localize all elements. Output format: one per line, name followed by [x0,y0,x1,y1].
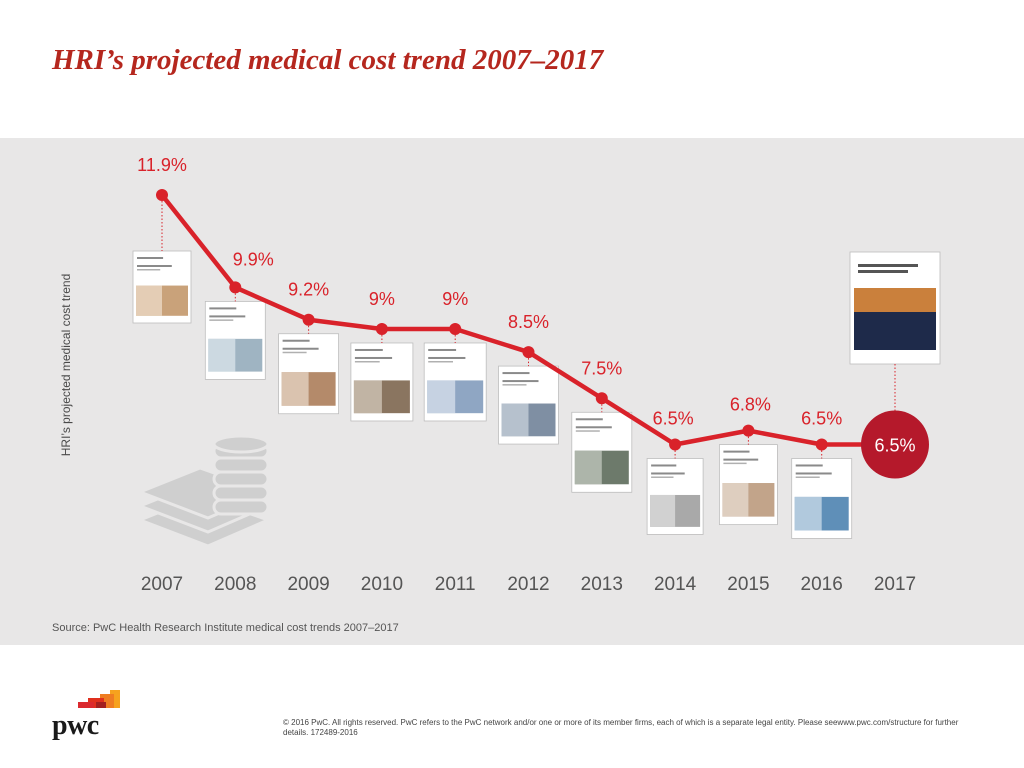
x-tick-label: 2016 [801,574,843,595]
coin-stack-icon [135,434,273,548]
report-cover-thumbnail [132,250,192,324]
x-tick-label: 2009 [287,574,329,595]
data-point [302,313,315,326]
copyright-note: © 2016 PwC. All rights reserved. PwC ref… [283,718,959,737]
data-label: 9% [369,289,395,309]
data-label: 9.2% [288,280,329,300]
x-tick-label: 2007 [141,574,183,595]
report-cover-thumbnail [350,342,414,422]
data-label: 7.5% [581,358,622,378]
pwc-logo-text: pwc [52,710,99,741]
data-label: 9% [442,289,468,309]
data-point [595,392,608,405]
data-label: 8.5% [508,312,549,332]
data-label: 6.8% [730,395,771,415]
x-tick-label: 2010 [361,574,403,595]
x-tick-label: 2008 [214,574,256,595]
slide-title: HRI’s projected medical cost trend 2007–… [52,44,604,76]
report-cover-thumbnail [571,411,633,493]
data-label: 11.9% [137,155,187,175]
report-cover-thumbnail [498,365,559,445]
x-tick-label: 2014 [654,574,697,595]
x-tick-label: 2012 [507,574,549,595]
report-cover-thumbnail [278,333,340,415]
data-label: 6.5% [653,408,694,428]
pwc-logo-mark-icon [78,690,120,708]
source-note: Source: PwC Health Research Institute me… [52,622,399,634]
report-cover-thumbnail [719,444,778,526]
data-point [522,346,535,359]
x-tick-label: 2011 [435,574,476,595]
data-label: 9.9% [233,249,274,269]
data-point [815,438,828,451]
pwc-logo: pwc [52,690,122,746]
report-cover-thumbnail [423,342,487,422]
report-cover-thumbnail [204,300,266,380]
report-cover-thumbnail [646,458,704,535]
data-label: 6.5% [801,408,842,428]
data-label-highlight: 6.5% [874,435,915,455]
report-cover-thumbnail [849,251,941,365]
data-point [156,189,168,201]
x-tick-label: 2013 [581,574,623,595]
data-point [449,322,462,335]
data-point [669,438,682,451]
data-point [742,424,755,437]
report-cover-thumbnail [791,458,853,539]
x-tick-label: 2015 [727,574,769,595]
x-tick-label: 2017 [874,574,916,595]
data-point [375,322,388,335]
highlight-point [861,410,929,479]
data-point [229,281,242,294]
